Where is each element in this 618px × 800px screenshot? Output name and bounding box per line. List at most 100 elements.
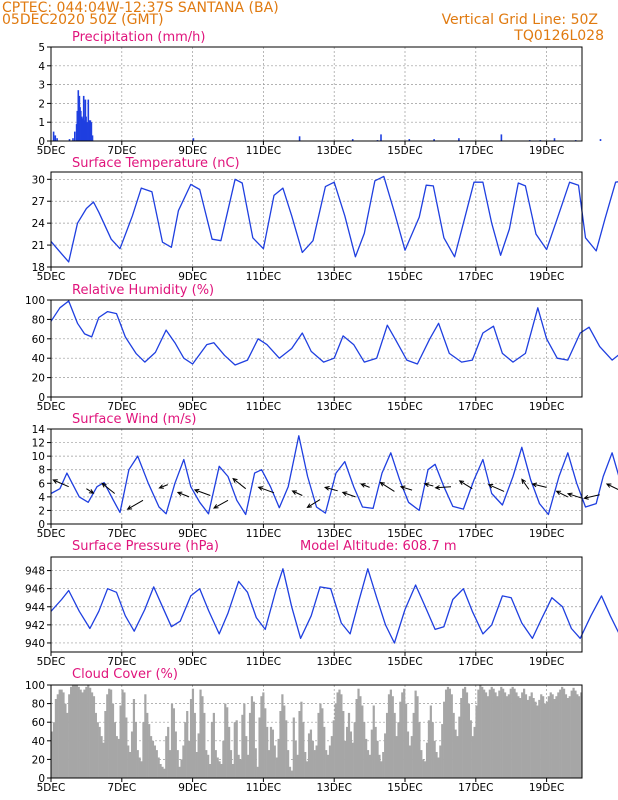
x-tick-label: 9DEC: [178, 271, 207, 283]
cloud-bar: [68, 694, 71, 778]
x-tick-label: 5DEC: [37, 145, 66, 157]
cloud-bar: [197, 733, 200, 778]
cloud-bar: [502, 688, 505, 778]
cloud-bar: [149, 736, 153, 778]
cloud-bar: [142, 722, 145, 778]
cloud-bar: [353, 722, 356, 778]
cloud-bar: [319, 703, 322, 778]
cloud-bar: [385, 712, 389, 778]
x-tick-label: 5DEC: [37, 528, 66, 540]
cloud-bar: [338, 689, 341, 778]
cloud-bar: [557, 692, 560, 778]
cloud-bar: [391, 696, 394, 778]
cloud-bar: [547, 696, 550, 778]
cloud-bar: [121, 689, 124, 778]
cloud-bar: [195, 752, 198, 778]
cloud-bar: [228, 726, 231, 778]
cloud-bar: [429, 705, 432, 778]
cloud-bar: [174, 731, 177, 778]
panel-3: Relative Humidity (%) 0 20 40 60 80 100 5DEC 7DE…: [25, 283, 618, 413]
cloud-bar: [530, 692, 533, 778]
cloud-bar: [370, 729, 373, 778]
cloud-bar: [488, 689, 491, 778]
series-line: [50, 175, 618, 263]
cloud-bar: [262, 692, 265, 778]
cloud-bar: [568, 696, 571, 778]
cloud-bar: [484, 692, 488, 778]
cloud-bar: [129, 752, 132, 778]
cloud-bar: [98, 726, 101, 778]
cloud-bar: [424, 761, 427, 778]
cloud-bar: [481, 686, 484, 778]
cloud-bar: [513, 688, 516, 778]
cloud-bar: [269, 726, 273, 778]
cloud-bar: [199, 689, 202, 778]
cloud-bar: [551, 694, 554, 778]
wind-arrow: [583, 494, 600, 500]
wind-arrow: [341, 491, 356, 498]
x-tick-label: 13DEC: [316, 401, 351, 413]
cloud-bar: [169, 750, 172, 778]
wind-arrow: [126, 499, 144, 510]
cloud-bar: [543, 703, 547, 778]
precip-bar: [298, 136, 301, 141]
precip-bar: [76, 110, 79, 141]
cloud-bar: [477, 689, 480, 778]
y-tick-label: 20: [32, 373, 45, 385]
y-tick-label: 0: [38, 136, 45, 148]
cloud-bar: [389, 689, 392, 778]
cloud-bar: [285, 720, 288, 778]
cloud-bar: [224, 703, 227, 778]
cloud-bar: [431, 722, 434, 778]
cloud-bar: [357, 688, 360, 778]
cloud-bar: [216, 757, 219, 778]
cloud-bar: [542, 696, 545, 778]
cloud-bar: [580, 692, 583, 778]
cloud-bar: [220, 764, 223, 778]
cloud-bar: [207, 754, 210, 779]
cloud-bar: [365, 738, 368, 778]
cloud-bar: [458, 716, 461, 778]
cloud-bar: [106, 694, 109, 778]
panel-6: Cloud Cover (%) 0 20 40 60 80 100 5DEC 7DEC 9DEC 1…: [25, 667, 583, 794]
cloud-bar: [132, 699, 136, 778]
precip-bar: [91, 135, 94, 141]
x-tick-label: 19DEC: [529, 528, 564, 540]
x-tick-label: 13DEC: [316, 145, 351, 157]
cloud-bar: [130, 731, 134, 778]
cloud-bar: [264, 708, 267, 779]
y-tick-label: 8: [38, 465, 45, 477]
cloud-bar: [254, 748, 257, 778]
cloud-bar: [266, 726, 269, 778]
cloud-bar: [336, 692, 339, 778]
cloud-bar: [467, 703, 471, 778]
panel-frame: [50, 46, 583, 142]
x-tick-label: 19DEC: [529, 145, 564, 157]
y-tick-label: 0: [38, 773, 45, 785]
cloud-bar: [170, 703, 174, 778]
cloud-bar: [75, 685, 78, 778]
y-tick-label: 0: [38, 392, 45, 404]
precip-bar: [82, 95, 85, 141]
y-tick-label: 80: [32, 314, 45, 326]
cloud-bar: [515, 692, 518, 778]
cloud-bar: [469, 720, 472, 778]
cloud-bar: [401, 692, 404, 778]
cloud-bar: [66, 712, 69, 778]
precip-bar: [56, 138, 58, 141]
y-tick-label: 21: [32, 240, 45, 252]
cloud-bar: [366, 750, 370, 778]
cloud-bar: [51, 731, 54, 778]
cloud-bar: [498, 690, 501, 778]
y-tick-label: 940: [25, 638, 45, 650]
cloud-bar: [64, 703, 67, 778]
cloud-bar: [521, 692, 524, 778]
y-tick-label: 3: [38, 80, 45, 92]
x-tick-label: 17DEC: [458, 782, 493, 794]
x-tick-label: 7DEC: [107, 782, 136, 794]
cloud-bar: [290, 770, 294, 778]
cloud-bar: [374, 726, 377, 778]
precip-bar: [74, 131, 76, 141]
cloud-bar: [188, 740, 191, 778]
cloud-bar: [492, 688, 495, 778]
